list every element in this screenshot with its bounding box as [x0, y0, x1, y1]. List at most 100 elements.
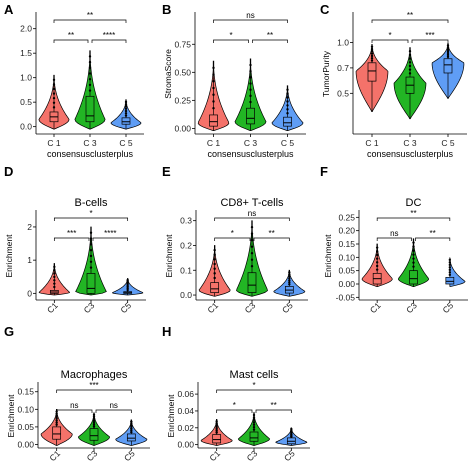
outlier-point — [375, 261, 379, 264]
outlier-point — [126, 282, 129, 285]
violin-c3 — [393, 47, 427, 120]
outlier-point — [286, 100, 289, 103]
panel-title: DC — [406, 197, 422, 209]
outlier-point — [92, 417, 96, 420]
y-tick-label: 0.0 — [180, 290, 192, 300]
outlier-point — [130, 425, 133, 429]
outlier-point — [213, 248, 216, 252]
significance-bracket — [53, 39, 89, 43]
y-tick-label: 0.00 — [338, 279, 355, 289]
outlier-point — [212, 73, 215, 76]
outlier-point — [252, 418, 256, 422]
significance-label: ** — [87, 11, 93, 20]
outlier-point — [448, 261, 452, 264]
outlier-point — [89, 248, 93, 252]
significance-label: **** — [104, 229, 116, 238]
outlier-point — [55, 423, 58, 426]
significance-bracket — [214, 217, 290, 221]
significance-bracket — [213, 19, 288, 23]
box — [247, 272, 257, 293]
significance-label: * — [231, 229, 234, 238]
box — [212, 434, 222, 444]
significance-label: *** — [425, 31, 434, 40]
outlier-point — [448, 268, 452, 272]
outlier-point — [124, 112, 128, 115]
outlier-point — [88, 89, 92, 92]
outlier-point — [215, 429, 218, 432]
y-tick-label: 0.5 — [337, 88, 349, 98]
outlier-point — [92, 425, 96, 428]
y-tick-label: 0.1 — [180, 265, 192, 275]
x-tick-label: C 3 — [403, 138, 417, 148]
significance-label: ns — [248, 209, 256, 218]
y-tick-label: 0.05 — [338, 266, 355, 276]
violin-c5 — [445, 257, 466, 288]
outlier-point — [412, 245, 415, 248]
y-axis-label: Enrichment — [6, 394, 16, 438]
violin-c1 — [200, 419, 233, 446]
outlier-point — [250, 258, 254, 261]
significance-label: ** — [68, 31, 74, 40]
box — [85, 95, 95, 123]
violin-c1 — [40, 408, 73, 446]
outlier-point — [53, 282, 56, 285]
significance-label: * — [388, 31, 391, 40]
y-tick-label: 1 — [27, 255, 32, 265]
outlier-point — [412, 257, 415, 260]
y-tick-label: 2.0 — [20, 24, 32, 34]
outlier-point — [370, 54, 374, 58]
outlier-point — [250, 252, 254, 255]
y-tick-label: 0.05 — [17, 422, 34, 432]
outlier-point — [89, 254, 93, 258]
y-tick-label: 0.25 — [338, 212, 355, 222]
outlier-point — [126, 280, 129, 283]
outlier-point — [370, 59, 374, 62]
y-tick-label: 0.25 — [174, 95, 191, 105]
outlier-point — [53, 265, 56, 269]
outlier-point — [89, 260, 93, 264]
outlier-point — [286, 88, 289, 91]
outlier-point — [212, 107, 215, 110]
outlier-point — [92, 419, 96, 422]
violin-c1 — [38, 74, 70, 130]
outlier-point — [215, 427, 218, 431]
x-tick-label: C1 — [45, 300, 60, 315]
significance-label: ** — [269, 229, 275, 238]
outlier-point — [250, 225, 254, 229]
x-tick-label: C3 — [243, 300, 258, 315]
y-axis-label: Enrichment — [164, 234, 174, 278]
violin-c1 — [38, 263, 70, 296]
outlier-point — [249, 63, 252, 67]
significance-label: *** — [67, 229, 76, 238]
y-tick-label: 0.50 — [174, 67, 191, 77]
significance-label: **** — [103, 31, 115, 40]
outlier-point — [249, 69, 252, 73]
y-tick-label: 0.15 — [17, 387, 34, 397]
outlier-point — [55, 419, 58, 422]
significance-bracket — [92, 237, 129, 241]
x-axis-label: consensusclusterplus — [47, 149, 134, 159]
x-tick-label: C 1 — [207, 138, 221, 148]
significance-bracket — [91, 39, 127, 43]
significance-bracket — [376, 237, 412, 241]
outlier-point — [124, 109, 128, 113]
x-tick-label: C5 — [282, 448, 297, 463]
significance-label: ** — [271, 401, 277, 410]
panel-title: B-cells — [74, 197, 108, 209]
x-tick-label: C5 — [118, 300, 133, 315]
outlier-point — [288, 277, 291, 280]
y-tick-label: 0.04 — [177, 406, 194, 416]
y-tick-label: 0.2 — [180, 240, 192, 250]
box — [409, 270, 418, 285]
panel-letter: C — [320, 2, 330, 17]
box — [86, 273, 96, 294]
outlier-point — [130, 423, 133, 427]
outlier-point — [375, 250, 379, 253]
violin-c5 — [273, 269, 306, 297]
y-tick-label: 1.5 — [20, 48, 32, 58]
outlier-point — [412, 261, 415, 264]
outlier-point — [92, 423, 96, 426]
outlier-point — [55, 416, 58, 420]
violin-c3 — [237, 412, 271, 446]
